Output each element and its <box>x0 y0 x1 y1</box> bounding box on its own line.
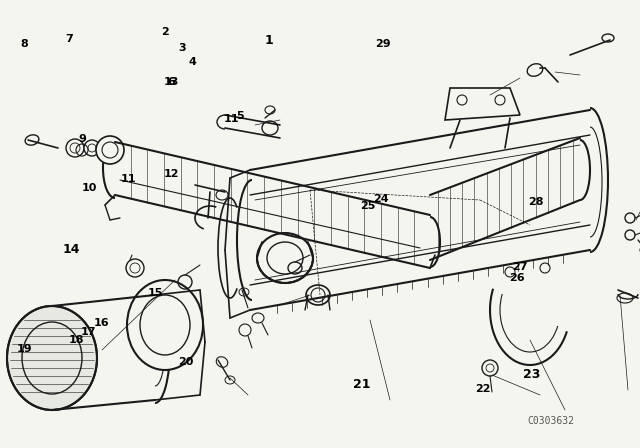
Ellipse shape <box>482 360 498 376</box>
Text: 5: 5 <box>236 112 244 121</box>
Text: 22: 22 <box>476 384 491 394</box>
Text: 4: 4 <box>188 57 196 67</box>
Text: 11: 11 <box>120 174 136 184</box>
Ellipse shape <box>96 136 124 164</box>
Ellipse shape <box>66 139 84 157</box>
Text: 7: 7 <box>65 34 73 44</box>
Text: 25: 25 <box>360 201 376 211</box>
Text: 27: 27 <box>512 262 527 271</box>
Text: 6: 6 <box>167 77 175 86</box>
Text: 13: 13 <box>164 77 179 86</box>
Text: 20: 20 <box>178 357 193 367</box>
Ellipse shape <box>306 285 330 305</box>
Text: 17: 17 <box>81 327 96 337</box>
Text: 3: 3 <box>179 43 186 53</box>
Ellipse shape <box>127 280 203 370</box>
Text: 15: 15 <box>147 289 163 298</box>
Ellipse shape <box>257 233 313 283</box>
Ellipse shape <box>262 121 278 135</box>
Text: 26: 26 <box>509 273 525 283</box>
Text: 29: 29 <box>375 39 390 49</box>
Text: 2: 2 <box>161 27 169 37</box>
Ellipse shape <box>84 140 100 156</box>
Text: 28: 28 <box>529 198 544 207</box>
Text: 21: 21 <box>353 378 371 391</box>
Polygon shape <box>445 88 520 120</box>
Text: 10: 10 <box>82 183 97 193</box>
Text: 23: 23 <box>522 367 540 381</box>
Text: 16: 16 <box>93 318 109 327</box>
Text: 12: 12 <box>164 169 179 179</box>
Text: 11: 11 <box>224 114 239 124</box>
Text: 19: 19 <box>17 344 32 353</box>
Ellipse shape <box>7 306 97 410</box>
Text: 24: 24 <box>373 194 388 204</box>
Text: 14: 14 <box>63 243 81 257</box>
Text: 18: 18 <box>69 335 84 345</box>
Text: 9: 9 <box>78 134 86 144</box>
Text: 8: 8 <box>20 39 28 49</box>
Text: 1: 1 <box>264 34 273 47</box>
Text: C0303632: C0303632 <box>527 416 574 426</box>
